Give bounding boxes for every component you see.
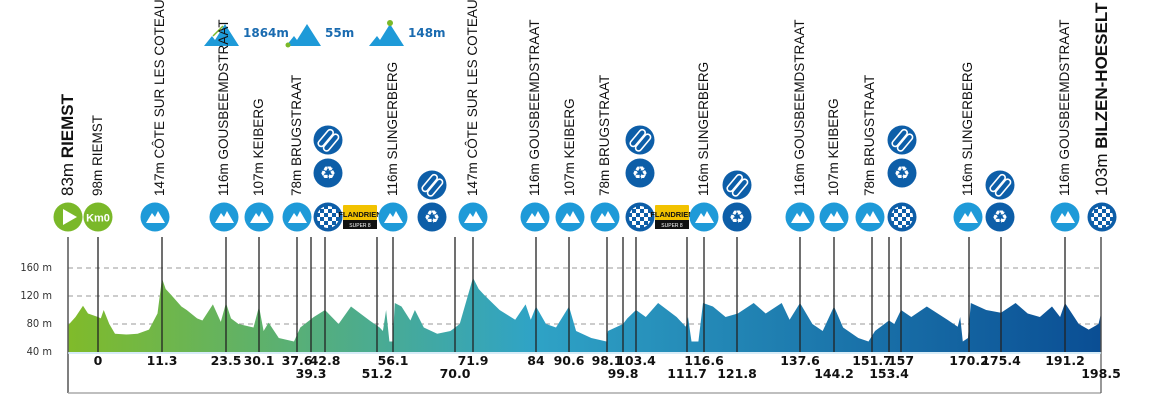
climb-icon [855,202,885,232]
km-label: 144.2 [814,366,854,381]
flandrien-sprint-icon: FLANDRIEN SUPER 8 [338,205,382,229]
km0-icon: Km0 [83,202,113,232]
km-label: 30.1 [243,353,275,368]
km-label: 39.3 [295,366,327,381]
climb-icon [458,202,488,232]
svg-text:♻: ♻ [320,163,336,184]
legend-value: 1864m [243,26,289,40]
svg-text:FLANDRIEN: FLANDRIEN [338,210,381,219]
km-label: 175.4 [981,353,1021,368]
km-label: 151.7 [852,353,892,368]
km-label: 0 [93,353,103,368]
svg-text:SUPER 8: SUPER 8 [661,223,683,229]
km-label: 84 [527,353,545,368]
feed-zone-icon [417,170,447,200]
km-label: 23.5 [210,353,242,368]
climb-icon [209,202,239,232]
legend-item: 1864m [203,18,289,48]
feed-zone-icon [985,170,1015,200]
feed-zone-icon [625,125,655,155]
km-label: 71.9 [457,353,489,368]
y-tick-label: 80 m [26,317,52,330]
climb-icon [590,202,620,232]
climb-icon [953,202,983,232]
km-label: 99.8 [607,366,639,381]
climb-icon [140,202,170,232]
y-tick-label: 120 m [20,289,52,302]
svg-text:Km0: Km0 [86,213,110,225]
checkered-flag-icon [313,202,343,232]
km-label: 56.1 [377,353,409,368]
km-label: 98.1 [591,353,623,368]
svg-text:♻: ♻ [632,163,648,184]
feed-zone-icon [722,170,752,200]
km-label: 170.2 [949,353,989,368]
climb-icon [520,202,550,232]
climb-icon [785,202,815,232]
climb-icon [244,202,274,232]
legend-item: 148m [368,18,446,48]
km-label: 37.6 [281,353,313,368]
svg-text:♻: ♻ [424,207,440,228]
legend-value: 148m [408,26,446,40]
waste-zone-icon: ♻ [887,158,917,188]
elevation-profile-area [68,277,1101,352]
km-label: 51.2 [361,366,393,381]
km-label: 153.4 [869,366,909,381]
waste-zone-icon: ♻ [985,202,1015,232]
km-label: 11.3 [146,353,178,368]
y-tick-label: 40 m [26,345,52,358]
km-label: 157 [887,353,915,368]
feed-zone-icon [313,125,343,155]
km-label: 90.6 [553,353,585,368]
climb-icon [819,202,849,232]
svg-text:♻: ♻ [992,207,1008,228]
waste-zone-icon: ♻ [417,202,447,232]
climb-icon [689,202,719,232]
km-label: 116.6 [684,353,724,368]
y-tick-label: 160 m [20,261,52,274]
svg-text:♻: ♻ [894,163,910,184]
km-label: 121.8 [717,366,757,381]
svg-text:FLANDRIEN: FLANDRIEN [650,210,693,219]
lowest-point-icon [285,24,321,48]
climb-icon [1050,202,1080,232]
km-label: 191.2 [1045,353,1085,368]
flandrien-sprint-icon: FLANDRIEN SUPER 8 [650,205,694,229]
km-label: 42.8 [309,353,341,368]
checkered-flag-icon [887,202,917,232]
finish-flag-icon [1087,202,1117,232]
waste-zone-icon: ♻ [722,202,752,232]
total-climb-icon [204,24,239,46]
feed-zone-icon [887,125,917,155]
climb-icon [282,202,312,232]
svg-text:SUPER 8: SUPER 8 [349,223,371,229]
km-label: 103.4 [616,353,656,368]
legend-item: 55m [285,18,354,48]
km-label: 198.5 [1081,366,1121,381]
km-label: 137.6 [780,353,820,368]
climb-icon [378,202,408,232]
legend-value: 55m [325,26,355,40]
km-label: 70.0 [439,366,471,381]
climb-icon [555,202,585,232]
start-icon [53,202,83,232]
waste-zone-icon: ♻ [625,158,655,188]
km-label: 111.7 [667,366,707,381]
checkered-flag-icon [625,202,655,232]
highest-point-icon [369,20,404,46]
waste-zone-icon: ♻ [313,158,343,188]
svg-text:♻: ♻ [729,207,745,228]
